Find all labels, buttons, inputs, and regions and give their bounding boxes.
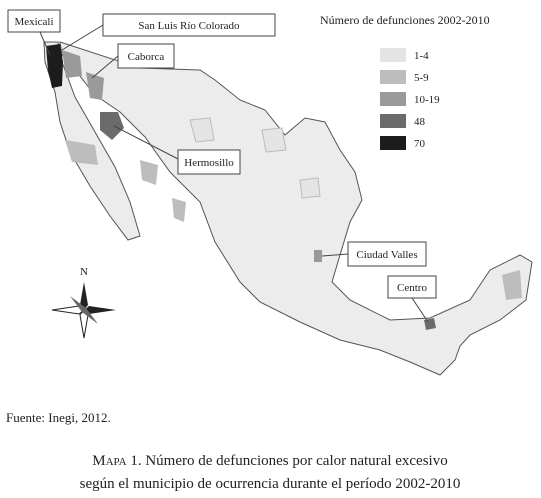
- coahuila-region: [261, 127, 287, 153]
- baja-peninsula: [43, 41, 141, 241]
- compass-label: N: [80, 266, 88, 278]
- chihuahua-region: [189, 117, 215, 143]
- callout-label: San Luis Río Colorado: [138, 20, 240, 32]
- legend-swatch: [380, 70, 406, 84]
- legend-swatch: [380, 48, 406, 62]
- callout-box: [102, 13, 276, 37]
- legend-swatch: [380, 92, 406, 106]
- legend-label: 48: [414, 116, 426, 128]
- centro-region: [424, 318, 436, 330]
- legend-label: 1-4: [414, 50, 429, 62]
- sonora-south-region: [140, 160, 158, 185]
- legend-swatch: [380, 114, 406, 128]
- compass: N: [51, 266, 116, 339]
- leader-line: [411, 297, 429, 323]
- callout-box: [7, 9, 61, 33]
- callout-label: Centro: [397, 282, 427, 294]
- sinaloa-region: [172, 198, 186, 222]
- leader-line: [39, 31, 51, 56]
- mexicali-region: [46, 44, 63, 88]
- ciudad-valles-region: [314, 250, 322, 262]
- legend: 1-4 5-9 10-19 48 70: [380, 48, 440, 150]
- legend-label: 70: [414, 138, 426, 150]
- leader-line: [113, 125, 181, 161]
- callout-label: Caborca: [128, 51, 165, 63]
- callout-box: [177, 149, 241, 175]
- callout-label: Hermosillo: [184, 157, 234, 169]
- callout-label: Ciudad Valles: [356, 249, 417, 261]
- san-luis-region: [62, 50, 82, 78]
- yucatan-region: [502, 270, 522, 300]
- hermosillo-region: [100, 112, 124, 140]
- caborca-region: [86, 72, 104, 100]
- caption-line: Mapa 1. Número de defunciones por calor …: [92, 453, 447, 469]
- callout-box: [117, 43, 175, 69]
- legend-title: Número de defunciones 2002-2010: [320, 13, 490, 27]
- caption-text: Número de defunciones por calor natural …: [145, 453, 447, 469]
- source: Fuente: Inegi, 2012.: [6, 410, 111, 425]
- legend-label: 10-19: [414, 94, 440, 106]
- legend-swatch: [380, 136, 406, 150]
- caption-label: Mapa 1.: [92, 453, 141, 469]
- legend-label: 5-9: [414, 72, 429, 84]
- nuevo-leon-region: [299, 177, 321, 199]
- leader-line: [91, 55, 119, 79]
- callout-box: [347, 241, 427, 267]
- caption-line: según el municipio de ocurrencia durante…: [80, 476, 461, 492]
- leader-line: [321, 253, 349, 257]
- baja-sur-region: [65, 140, 98, 165]
- mainland: [59, 41, 533, 376]
- leader-line: [61, 24, 104, 51]
- callout-label: Mexicali: [14, 16, 53, 28]
- callout-box: [387, 275, 437, 299]
